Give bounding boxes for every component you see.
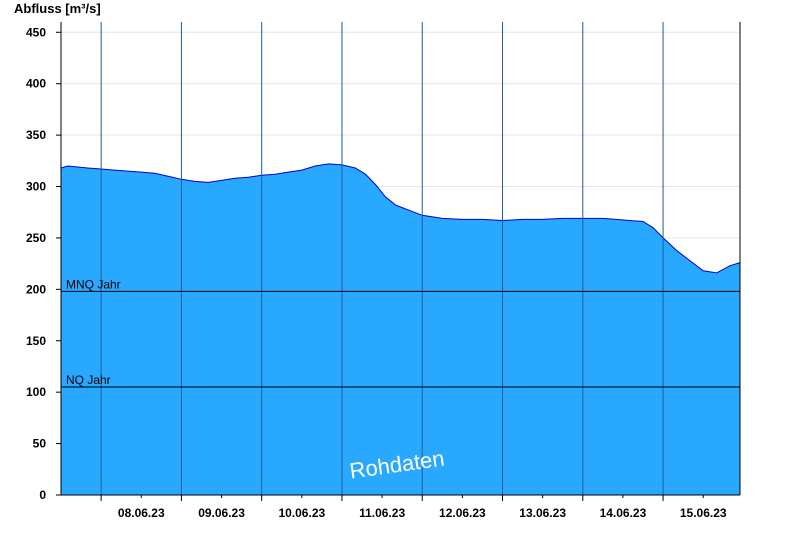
y-tick-label-0: 0 — [39, 488, 46, 502]
y-tick-label-350: 350 — [26, 128, 46, 142]
y-tick-label-450: 450 — [26, 25, 46, 39]
x-tick-label-0: 08.06.23 — [118, 506, 165, 520]
y-tick-label-50: 50 — [33, 437, 47, 451]
y-tick-label-300: 300 — [26, 180, 46, 194]
reference-label-0: MNQ Jahr — [66, 277, 121, 291]
discharge-line — [60, 163, 741, 274]
x-tick-label-2: 10.06.23 — [278, 506, 325, 520]
x-tick-label-7: 15.06.23 — [680, 506, 727, 520]
x-tick-label-1: 09.06.23 — [198, 506, 245, 520]
x-tick-label-4: 12.06.23 — [439, 506, 486, 520]
discharge-area — [60, 163, 741, 495]
x-tick-label-5: 13.06.23 — [519, 506, 566, 520]
y-tick-label-150: 150 — [26, 334, 46, 348]
axes — [56, 22, 741, 501]
x-tick-label-6: 14.06.23 — [600, 506, 647, 520]
reference-label-1: NQ Jahr — [66, 373, 111, 387]
x-tick-labels: 08.06.23 09.06.23 10.06.23 11.06.23 12.06.23… — [118, 506, 727, 520]
y-tick-label-100: 100 — [26, 385, 46, 399]
x-tick-label-3: 11.06.23 — [359, 506, 405, 520]
y-tick-label-400: 400 — [26, 77, 46, 91]
day-separators — [100, 22, 664, 495]
discharge-fill — [61, 163, 740, 495]
y-tick-label-200: 200 — [26, 282, 46, 296]
y-axis-title: Abfluss [m³/s] — [14, 1, 101, 16]
y-tick-label-250: 250 — [26, 231, 46, 245]
y-tick-labels: 0 50 100 150 200 250 300 350 400 450 — [26, 25, 46, 502]
reference-lines: MNQ Jahr NQ Jahr — [61, 277, 740, 388]
